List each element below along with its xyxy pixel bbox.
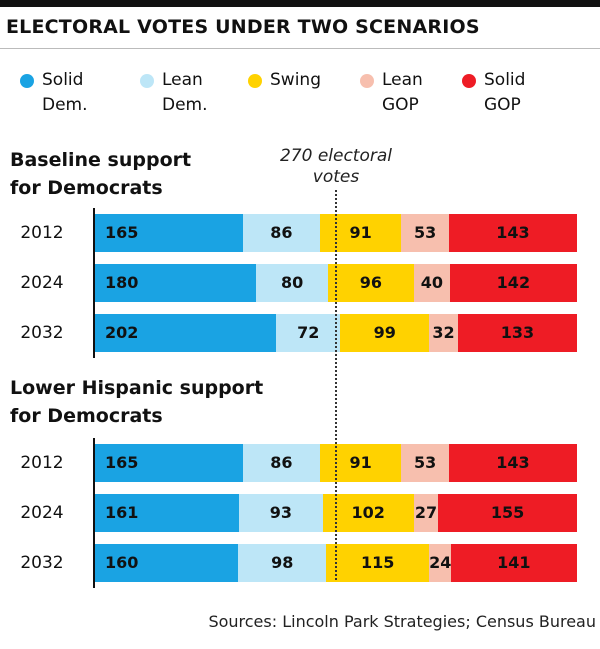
bar-row: 2012 165 86 91 53 143 [0, 444, 600, 482]
year-label: 2032 [20, 323, 64, 343]
bar-segment-lean-dem: 86 [242, 214, 320, 252]
top-rule [0, 0, 600, 7]
bar-axis-line [93, 208, 95, 358]
bar-row: 2032 202 72 99 32 133 [0, 314, 600, 352]
bar-segment-solid-gop: 155 [438, 494, 577, 532]
legend-swatch [248, 74, 262, 88]
legend-swatch [360, 74, 374, 88]
source-note: Sources: Lincoln Park Strategies; Census… [208, 612, 596, 631]
legend-swatch [140, 74, 154, 88]
bar-axis-line [93, 438, 95, 588]
title-divider [0, 48, 600, 49]
bar-row: 2024 161 93 102 27 155 [0, 494, 600, 532]
bar-segment-lean-gop: 32 [429, 314, 458, 352]
bar-segment-solid-dem: 180 [95, 264, 257, 302]
bar-segment-solid-gop: 133 [457, 314, 577, 352]
bar-segment-lean-dem: 72 [275, 314, 341, 352]
bar-segment-lean-dem: 80 [256, 264, 328, 302]
section-title-lower-hispanic: Lower Hispanic support for Democrats [10, 377, 264, 427]
stacked-bar: 161 93 102 27 155 [95, 494, 577, 532]
year-label: 2032 [20, 553, 64, 573]
bar-segment-solid-gop: 143 [448, 214, 577, 252]
legend-swatch [20, 74, 34, 88]
stacked-bar: 202 72 99 32 133 [95, 314, 577, 352]
legend-label: Solid GOP [484, 70, 526, 115]
year-label: 2024 [20, 503, 64, 523]
threshold-label: 270 electoral votes [279, 146, 393, 187]
bar-segment-lean-dem: 86 [242, 444, 320, 482]
bar-segment-solid-dem: 165 [95, 444, 243, 482]
bar-segment-solid-dem: 165 [95, 214, 243, 252]
bar-segment-lean-gop: 53 [401, 214, 449, 252]
bar-segment-lean-dem: 98 [238, 544, 327, 582]
year-label: 2024 [20, 273, 64, 293]
stacked-bar: 180 80 96 40 142 [95, 264, 577, 302]
section-title-baseline: Baseline support for Democrats [10, 149, 192, 199]
bar-segment-lean-gop: 40 [413, 264, 450, 302]
bar-segment-swing: 96 [327, 264, 414, 302]
legend-label: Lean Dem. [162, 70, 208, 115]
bar-segment-swing: 91 [319, 444, 402, 482]
bar-row: 2012 165 86 91 53 143 [0, 214, 600, 252]
legend-swatch [462, 74, 476, 88]
bar-segment-solid-gop: 142 [449, 264, 577, 302]
bar-segment-solid-dem: 160 [95, 544, 239, 582]
bar-segment-solid-gop: 143 [448, 444, 577, 482]
stacked-bar: 165 86 91 53 143 [95, 444, 577, 482]
bar-segment-lean-gop: 24 [429, 544, 451, 582]
threshold-270-line [335, 190, 337, 580]
bar-row: 2024 180 80 96 40 142 [0, 264, 600, 302]
legend-label: Solid Dem. [42, 70, 88, 115]
bar-segment-lean-dem: 93 [239, 494, 323, 532]
bar-segment-swing: 99 [340, 314, 430, 352]
bar-segment-solid-dem: 161 [95, 494, 240, 532]
legend-label: Lean GOP [382, 70, 423, 115]
bar-segment-lean-gop: 27 [413, 494, 439, 532]
stacked-bar: 160 98 115 24 141 [95, 544, 577, 582]
year-label: 2012 [20, 223, 64, 243]
chart-title: ELECTORAL VOTES UNDER TWO SCENARIOS [6, 16, 480, 38]
year-label: 2012 [20, 453, 64, 473]
bar-segment-solid-dem: 202 [95, 314, 276, 352]
bar-segment-swing: 91 [319, 214, 402, 252]
bar-segment-solid-gop: 141 [450, 544, 577, 582]
bar-row: 2032 160 98 115 24 141 [0, 544, 600, 582]
bar-segment-swing: 102 [322, 494, 414, 532]
legend-label: Swing [270, 70, 321, 90]
stacked-bar: 165 86 91 53 143 [95, 214, 577, 252]
bar-segment-lean-gop: 53 [401, 444, 449, 482]
bar-segment-swing: 115 [326, 544, 430, 582]
